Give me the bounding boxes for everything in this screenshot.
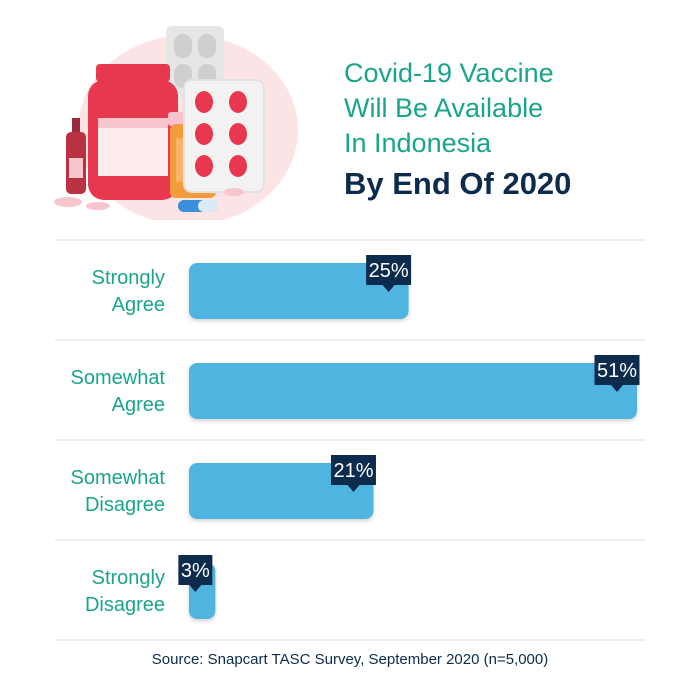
bar [189,263,409,319]
bar [189,463,374,519]
category-label: Somewhat Agree [71,367,166,416]
category-label-line: Somewhat [71,367,166,389]
category-label: Strongly Disagree [85,567,165,616]
bar [189,363,637,419]
tablet-icon [54,188,244,210]
vial-icon [66,118,86,194]
data-label-box [178,555,213,585]
category-label-line: Somewhat [71,467,166,489]
data-label-box [366,255,412,285]
medicine-bottle-icon [88,64,178,200]
data-label: 21% [333,460,373,482]
data-label: 25% [369,260,409,282]
category-label-line: Strongly [92,267,165,289]
chart-title: Covid-19 Vaccine Will Be Available In In… [344,56,674,205]
capsule-icon [178,200,218,212]
data-label: 3% [181,560,210,582]
data-label-pointer [611,385,623,392]
source-note: Source: Snapcart TASC Survey, September … [151,651,549,668]
category-label: Strongly Agree [92,267,165,316]
title-line-2: Will Be Available [344,93,544,123]
header: Covid-19 Vaccine Will Be Available In In… [0,0,700,240]
data-label-box [330,455,376,485]
blister-pack-icon [183,79,265,193]
title-emphasis: By End Of 2020 [344,166,572,201]
data-label-pointer [189,585,202,592]
category-label-line: Strongly [92,567,165,589]
data-label-box [594,355,640,385]
data-label-pointer [382,285,395,292]
category-label: Somewhat Disagree [71,467,166,516]
medicine-illustration [54,26,298,220]
data-label-pointer [347,485,360,492]
category-label-line: Disagree [85,594,165,616]
title-line-1: Covid-19 Vaccine [344,58,554,88]
data-label: 51% [597,360,637,382]
category-label-line: Disagree [85,494,165,516]
title-line-3: In Indonesia [344,128,492,158]
category-label-line: Agree [112,394,165,416]
category-label-line: Agree [112,294,165,316]
